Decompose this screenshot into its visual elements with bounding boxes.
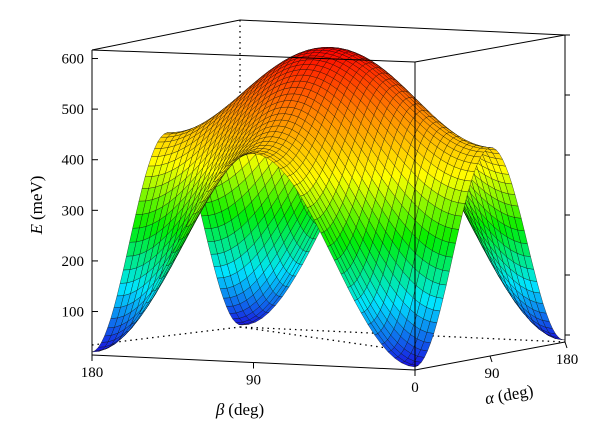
beta-tick-label: 0 [411,380,419,396]
alpha-tick-label: 180 [556,352,579,368]
alpha-tick-mark [490,356,492,362]
beta-tick-label: 90 [246,373,261,389]
alpha-tick-label: 90 [485,366,500,382]
z-axis-ticks: 100 200 300 400 500 600 [62,52,99,321]
z-tick-label: 600 [62,52,85,68]
alpha-axis-label: α(deg) [483,381,534,408]
box-front-top [92,50,415,62]
beta-tick-label: 180 [81,365,104,381]
z-tick-label: 500 [62,102,85,118]
z-tick-label: 400 [62,153,85,169]
box-back-top-left [92,20,240,50]
surface-mesh [92,47,565,367]
z-axis-label: E(meV) [27,176,46,236]
z-tick-label: 100 [62,305,85,321]
right-edge-ticks [565,35,570,335]
z-tick-label: 200 [62,254,85,270]
box-front-top-right [415,35,565,62]
alpha-tick-mark [565,342,567,348]
z-tick-label: 300 [62,203,85,219]
box-back-top-right [240,20,565,35]
beta-axis-ticks: 0 90 180 [81,355,419,396]
beta-axis-label: β(deg) [215,400,264,419]
